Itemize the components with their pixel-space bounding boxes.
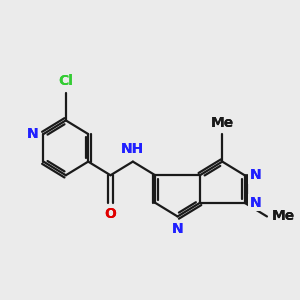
Text: O: O [105, 207, 116, 221]
Text: Me: Me [211, 116, 234, 130]
Text: Cl: Cl [58, 74, 73, 88]
Text: N: N [172, 222, 183, 236]
Text: N: N [250, 196, 262, 210]
Text: Me: Me [211, 116, 234, 130]
Text: N: N [27, 127, 38, 141]
Text: Me: Me [271, 209, 295, 224]
Text: N: N [250, 196, 262, 210]
Text: Me: Me [271, 209, 295, 224]
Text: Me: Me [271, 209, 295, 224]
Text: Cl: Cl [58, 74, 73, 88]
Text: N: N [250, 168, 262, 182]
Text: N: N [172, 222, 183, 236]
Text: N: N [27, 127, 38, 141]
Text: O: O [105, 207, 116, 221]
Text: N: N [172, 222, 183, 236]
Text: Me: Me [211, 116, 234, 130]
Text: NH: NH [121, 142, 145, 156]
Text: O: O [105, 207, 116, 221]
Text: N: N [250, 168, 262, 182]
Text: N: N [27, 127, 38, 141]
Text: N: N [250, 196, 262, 210]
Text: Cl: Cl [58, 74, 73, 88]
Text: NH: NH [121, 142, 145, 156]
Text: N: N [250, 168, 262, 182]
Text: NH: NH [121, 142, 145, 156]
